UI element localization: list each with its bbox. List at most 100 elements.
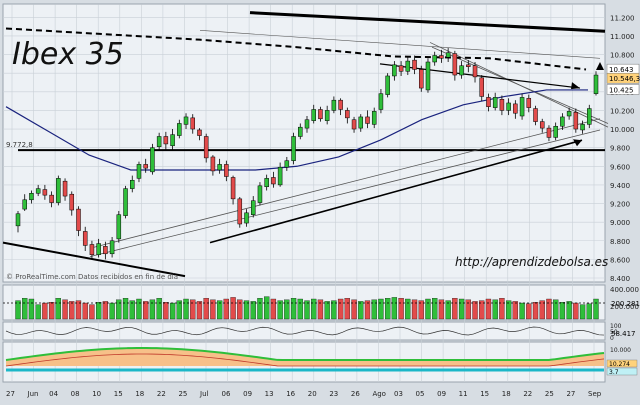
date-tick-label: 18 bbox=[502, 390, 511, 398]
date-tick-label: 15 bbox=[114, 390, 123, 398]
lower-current-badge bbox=[606, 359, 638, 368]
price-badge bbox=[606, 72, 640, 84]
volume-bar bbox=[297, 298, 303, 320]
candle-body bbox=[479, 77, 484, 97]
candle-body bbox=[526, 98, 532, 108]
price-badge-label: 10.546,3 bbox=[609, 75, 640, 83]
moving-average-dashed bbox=[5, 27, 587, 71]
oscillator-tick-label: 50 bbox=[610, 329, 618, 336]
candle-body bbox=[506, 102, 511, 111]
volume-bar bbox=[371, 299, 377, 320]
candle-body bbox=[452, 53, 458, 76]
candle-body bbox=[264, 178, 269, 188]
date-tick-label: 04 bbox=[49, 390, 58, 398]
candle-body bbox=[136, 164, 142, 179]
candle-body bbox=[271, 177, 276, 185]
candle-body bbox=[519, 97, 525, 117]
price-tick-label: 9.800 bbox=[610, 145, 630, 153]
date-tick-label: 03 bbox=[394, 390, 403, 398]
date-tick-label: 16 bbox=[286, 390, 295, 398]
candle-body bbox=[250, 200, 256, 215]
volume-bar bbox=[391, 297, 398, 320]
volume-bar bbox=[290, 298, 297, 320]
volume-bar bbox=[432, 298, 438, 320]
volume-tick-label: 400.000 bbox=[610, 286, 639, 294]
candle-body bbox=[203, 136, 209, 159]
channel-upper-line bbox=[89, 118, 601, 249]
candle-body bbox=[15, 213, 21, 227]
volume-bar bbox=[176, 300, 182, 320]
oscillator-tick-label: 100 bbox=[610, 323, 622, 330]
volume-bar bbox=[62, 299, 68, 320]
chart-title: Ibex 35 bbox=[12, 37, 124, 72]
candle-body bbox=[587, 108, 592, 125]
volume-bar bbox=[398, 298, 404, 320]
volume-bar bbox=[75, 300, 82, 320]
watermark-url: http://aprendizdebolsa.es bbox=[455, 255, 608, 269]
candle-body bbox=[573, 112, 579, 130]
volume-bar bbox=[458, 298, 465, 320]
volume-bar bbox=[277, 300, 283, 320]
long-resistance-line bbox=[249, 11, 606, 33]
volume-bar bbox=[317, 299, 324, 320]
candle-body bbox=[539, 121, 545, 129]
date-tick-label: Jun bbox=[27, 390, 39, 398]
volume-bar bbox=[411, 299, 418, 320]
volume-bar bbox=[492, 299, 498, 320]
date-tick-label: 22 bbox=[523, 390, 532, 398]
volume-bar bbox=[55, 298, 61, 320]
volume-bar bbox=[385, 298, 391, 320]
volume-bar bbox=[102, 301, 109, 320]
volume-bar bbox=[89, 304, 95, 320]
candle-body bbox=[237, 198, 243, 225]
candle-body bbox=[425, 61, 431, 91]
volume-bar bbox=[169, 302, 176, 320]
candle-body bbox=[62, 180, 68, 197]
candle-body bbox=[385, 75, 390, 95]
price-tick-label: 10.000 bbox=[610, 126, 635, 134]
candle-body bbox=[170, 134, 175, 147]
date-tick-label: 26 bbox=[351, 390, 360, 398]
candle-body bbox=[284, 160, 290, 168]
candle-body bbox=[217, 164, 222, 171]
candle-body bbox=[392, 64, 397, 77]
volume-bar bbox=[526, 303, 532, 320]
volume-bar bbox=[223, 298, 229, 320]
volume-bar bbox=[465, 299, 471, 320]
lower-current-label: 3.7 bbox=[609, 369, 619, 376]
volume-bar bbox=[505, 300, 512, 320]
axis-labels: 11.20011.00010.80010.60010.40010.20010.0… bbox=[6, 14, 640, 398]
volume-bar bbox=[452, 298, 458, 320]
candle-body bbox=[466, 64, 471, 67]
volume-bar bbox=[579, 304, 586, 320]
candle-body bbox=[96, 243, 101, 255]
price-tick-label: 8.600 bbox=[610, 256, 630, 264]
downtrend-line-2 bbox=[431, 46, 609, 124]
lower-red-line bbox=[5, 353, 605, 367]
price-tick-label: 10.800 bbox=[610, 52, 635, 60]
volume-bar bbox=[156, 298, 162, 320]
candle-body bbox=[109, 240, 115, 255]
date-tick-label: 23 bbox=[329, 390, 338, 398]
volume-current-label: 200.281 bbox=[611, 300, 640, 308]
price-tick-label: 9.000 bbox=[610, 219, 630, 227]
volume-bar bbox=[82, 302, 88, 320]
volume-bar bbox=[149, 299, 156, 320]
volume-bar bbox=[573, 302, 579, 320]
candle-body bbox=[345, 110, 350, 119]
source-note: © ProRealTime.com Datos recibidos en fin… bbox=[6, 273, 178, 281]
volume-bar bbox=[22, 298, 28, 320]
volume-bar bbox=[324, 301, 330, 320]
volume-bar bbox=[69, 301, 75, 320]
candle-body bbox=[244, 212, 249, 224]
volume-bar bbox=[479, 300, 485, 320]
candle-body bbox=[513, 103, 518, 114]
candle-body bbox=[177, 123, 182, 136]
date-tick-label: 09 bbox=[437, 390, 446, 398]
candle-body bbox=[257, 185, 263, 203]
candle-body bbox=[365, 116, 370, 124]
candle-body bbox=[49, 194, 54, 203]
volume-bar bbox=[472, 301, 478, 320]
candle-body bbox=[324, 110, 330, 121]
